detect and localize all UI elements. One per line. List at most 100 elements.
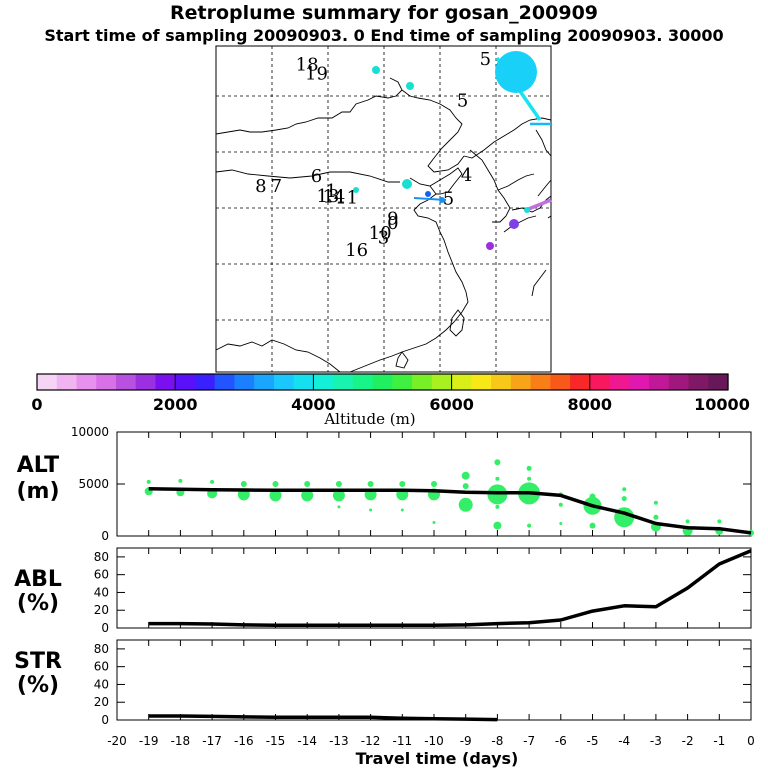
- plume-point: [559, 522, 563, 525]
- plume-point: [400, 508, 404, 512]
- plume-point: [622, 487, 627, 492]
- day-label: 5: [480, 49, 491, 70]
- x-tick-labels: -20 -19 -18 -17 -16 -15 -14 -13 -12 -11 -10 -9 -8 -7-…: [107, 734, 755, 768]
- y-tick-label: 0: [101, 621, 109, 635]
- y-tick-label: 0: [101, 713, 109, 727]
- plume-point: [335, 481, 342, 487]
- track-segment: [525, 198, 552, 212]
- plume-blob: [509, 219, 519, 229]
- plume-blob: [402, 179, 412, 189]
- x-tick-label: -15: [266, 734, 286, 748]
- day-label: 14: [322, 187, 345, 208]
- plume-point: [717, 519, 722, 524]
- colorbar-tick-label: 8000: [568, 395, 613, 414]
- plume-point: [589, 522, 596, 529]
- colorbar-tick-label: 6000: [429, 395, 474, 414]
- x-tick-label: -10: [424, 734, 444, 748]
- day-label: 9: [387, 208, 398, 229]
- colorbar-swatch: [550, 374, 571, 390]
- x-tick-label: -20: [107, 734, 127, 748]
- colorbar-tick-label: 0: [31, 395, 42, 414]
- plume-blob: [495, 51, 537, 93]
- day-label: 6: [311, 166, 322, 187]
- plume-point: [589, 493, 596, 500]
- x-tick-label: -17: [202, 734, 222, 748]
- y-tick-label: 80: [94, 642, 109, 656]
- day-label: 8: [255, 176, 266, 197]
- colorbar-tick-labels: 0 2000 4000 6000 8000 10000: [31, 374, 750, 414]
- plume-point: [399, 481, 406, 487]
- day-label: 3: [378, 227, 389, 248]
- plume-point: [432, 521, 436, 524]
- colorbar-swatch: [313, 374, 334, 390]
- panel-ylabel: ABL: [14, 567, 62, 592]
- colorbar-swatch: [609, 374, 630, 390]
- panel-ylabel: ALT: [17, 453, 59, 478]
- colorbar-swatch: [194, 374, 216, 390]
- chart-title: Retroplume summary for gosan_200909: [169, 2, 599, 24]
- time-series-panels: 0500010000ALT(m)020406080ABL(%)020406080…: [14, 425, 755, 768]
- colorbar-swatch: [491, 374, 512, 390]
- panel-ylabel: (%): [17, 591, 59, 616]
- colorbar-swatch: [668, 374, 690, 390]
- day-label: 4: [461, 165, 472, 186]
- plume-blob: [486, 242, 494, 250]
- x-tick-label: -7: [523, 734, 535, 748]
- plume-point: [653, 514, 659, 520]
- x-tick-label: -16: [234, 734, 254, 748]
- colorbar-swatch: [234, 374, 255, 390]
- plume-point: [367, 481, 374, 487]
- trajectory-tracks: [353, 51, 552, 250]
- x-tick-label: -19: [139, 734, 159, 748]
- plume-point: [461, 471, 470, 480]
- colorbar-swatch: [96, 374, 117, 390]
- colorbar-swatch: [293, 374, 314, 390]
- colorbar-frame: [36, 373, 729, 391]
- colorbar-swatches: [37, 374, 729, 390]
- y-tick-label: 40: [94, 677, 109, 691]
- x-tick-label: -8: [491, 734, 503, 748]
- y-tick-label: 80: [94, 550, 109, 564]
- colorbar-swatch: [37, 374, 58, 390]
- colorbar-swatch: [629, 374, 650, 390]
- colorbar-axis-label: Altitude (m): [323, 410, 415, 428]
- colorbar-swatch: [570, 374, 591, 390]
- plume-blob: [353, 187, 359, 193]
- plume-point: [495, 504, 500, 509]
- panel-ylabel: (m): [16, 479, 59, 504]
- x-tick-label: 0: [747, 734, 755, 748]
- colorbar-swatch: [155, 374, 176, 390]
- plume-point: [494, 459, 501, 466]
- colorbar-swatch: [56, 374, 78, 390]
- colorbar-swatch: [273, 374, 295, 390]
- y-tick-label: 20: [94, 695, 109, 709]
- plume-point: [621, 496, 627, 502]
- plume-point: [493, 521, 502, 530]
- plume-blob: [425, 191, 431, 197]
- plume-point: [527, 523, 532, 528]
- colorbar-swatch: [510, 374, 532, 390]
- x-tick-label: -14: [297, 734, 317, 748]
- day-label: 11: [335, 188, 358, 209]
- map-graticule: [216, 46, 551, 372]
- x-tick-label: -18: [171, 734, 191, 748]
- day-label: 13: [316, 186, 339, 207]
- panel-alt: 0 5000 10000 ALT(m): [16, 425, 754, 543]
- plume-point: [462, 483, 469, 490]
- plume-point: [304, 481, 311, 487]
- x-tick-label: -9: [460, 734, 472, 748]
- series-line-alt: [148, 486, 752, 535]
- day-label: 10: [369, 223, 392, 244]
- plume-blob: [524, 207, 530, 213]
- colorbar-tick-label: 2000: [153, 395, 198, 414]
- day-label: 18: [296, 55, 319, 76]
- y-tick-label: 10000: [71, 425, 109, 439]
- plume-point: [210, 479, 215, 484]
- plume-point: [369, 508, 373, 512]
- x-tick-label: -3: [650, 734, 662, 748]
- x-tick-label: -12: [361, 734, 381, 748]
- colorbar-swatch: [254, 374, 275, 390]
